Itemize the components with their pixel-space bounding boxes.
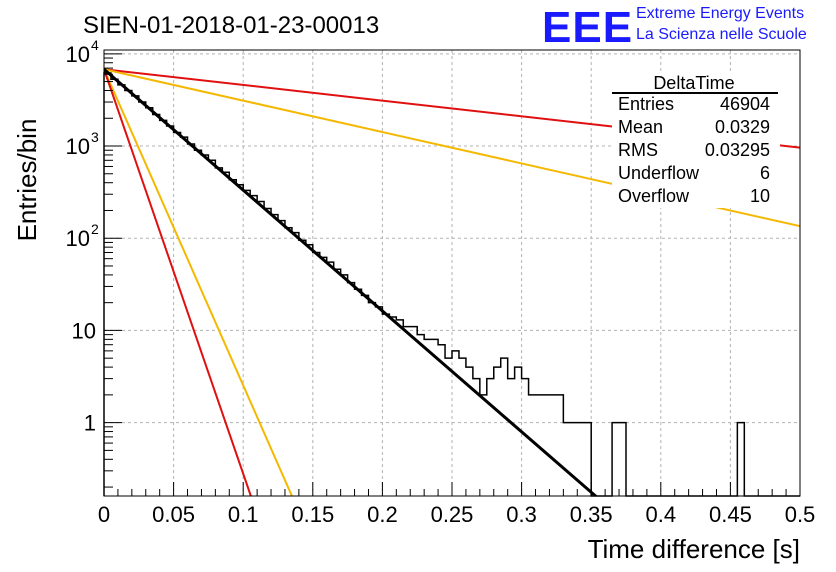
x-tick-label: 0.45	[709, 502, 752, 527]
x-tick-label: 0.2	[367, 502, 398, 527]
y-tick-label: 10	[72, 318, 96, 343]
y-tick-exponent: 4	[91, 37, 99, 53]
x-tick-label: 0.05	[152, 502, 195, 527]
x-tick-label: 0.25	[431, 502, 474, 527]
stats-title: DeltaTime	[653, 73, 734, 93]
stats-value-mean: 0.0329	[715, 117, 770, 137]
x-tick-label: 0.35	[570, 502, 613, 527]
stats-value-overflow: 10	[750, 186, 770, 206]
x-tick-label: 0.15	[291, 502, 334, 527]
brand-line-1: Extreme Energy Events	[636, 5, 804, 22]
stats-value-entries: 46904	[720, 94, 770, 114]
stats-value-underflow: 6	[760, 163, 770, 183]
stats-label-overflow: Overflow	[618, 186, 690, 206]
plot-title: SIEN-01-2018-01-23-00013	[83, 12, 379, 39]
y-tick-label: 10	[66, 226, 90, 251]
stats-value-rms: 0.03295	[705, 140, 770, 160]
x-axis-ticks: 0 0.05 0.1 0.15 0.2 0.25 0.3 0.35 0.4 0.45 0.5	[98, 482, 815, 527]
stats-label-rms: RMS	[618, 140, 658, 160]
stats-label-mean: Mean	[618, 117, 663, 137]
x-tick-label: 0.5	[785, 502, 816, 527]
brand-line-2: La Scienza nelle Scuole	[636, 26, 807, 43]
x-tick-label: 0.1	[228, 502, 259, 527]
stats-label-underflow: Underflow	[618, 163, 700, 183]
fit-line	[104, 68, 598, 496]
histogram	[103, 68, 800, 497]
x-tick-label: 0.4	[646, 502, 677, 527]
x-tick-label: 0	[98, 502, 110, 527]
eee-logo-text: EEE	[542, 3, 633, 52]
stats-box: DeltaTime Entries 46904 Mean 0.0329 RMS …	[612, 73, 780, 208]
series-line	[104, 68, 293, 496]
y-axis-title: Entries/bin	[12, 119, 42, 242]
series-line	[104, 68, 252, 496]
x-tick-label: 0.3	[506, 502, 537, 527]
x-axis-title: Time difference [s]	[588, 534, 800, 564]
eee-logo: EEE	[542, 3, 633, 52]
y-tick-exponent: 3	[91, 129, 99, 145]
y-tick-exponent: 2	[91, 221, 99, 237]
stats-label-entries: Entries	[618, 94, 674, 114]
stats-background	[612, 74, 780, 208]
y-tick-label: 1	[84, 411, 96, 436]
y-tick-label: 10	[66, 134, 90, 159]
y-tick-label: 10	[66, 42, 90, 67]
